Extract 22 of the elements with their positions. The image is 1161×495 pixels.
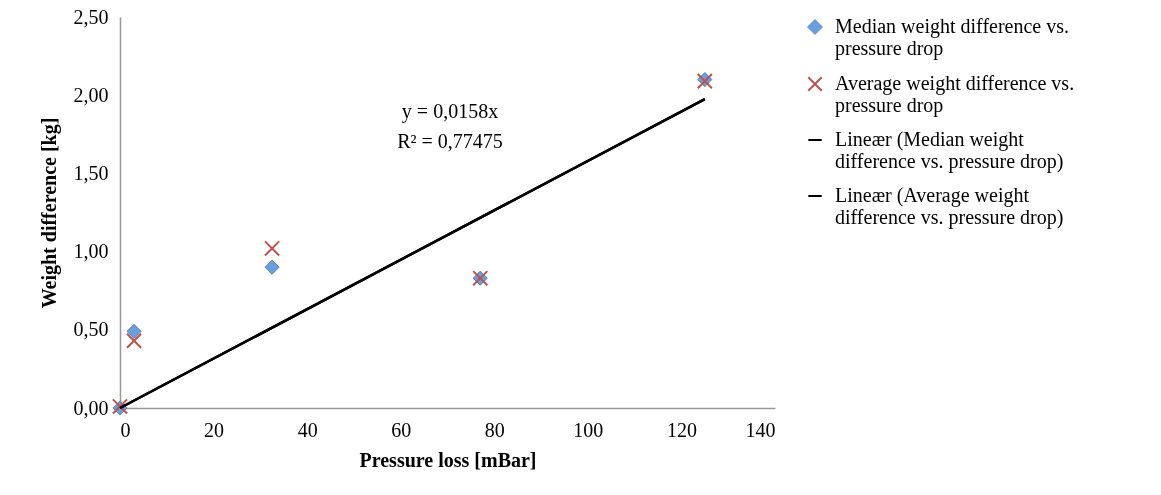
y-tick-label: 2,50 (73, 5, 109, 28)
y-tick-label: 1,50 (73, 161, 109, 184)
x-tick-label: 80 (484, 418, 505, 441)
legend-label: Lineær (Median weight difference vs. pressure drop) (835, 128, 1064, 173)
x-tick-label: 0 (120, 418, 131, 441)
y-tick-label: 2,00 (73, 83, 109, 106)
y-tick-label: 1,00 (73, 240, 109, 263)
legend-label: Median weight difference vs. pressure drop (835, 15, 1069, 60)
x-axis-title: Pressure loss [mBar] (359, 448, 537, 471)
legend-label: Lineær (Average weight difference vs. pressure drop) (835, 184, 1064, 229)
x-tick-label: 120 (666, 418, 697, 441)
y-tick-label: 0,00 (73, 396, 109, 419)
x-tick-label: 60 (391, 418, 412, 441)
annotation: y = 0,0158x (401, 100, 499, 123)
annotation: R² = 0,77475 (397, 130, 503, 152)
y-axis-title: Weight difference [kg] (37, 117, 61, 309)
x-tick-label: 140 (745, 418, 776, 441)
x-tick-label: 100 (573, 418, 604, 441)
legend-label: Average weight difference vs. pressure drop (835, 72, 1075, 117)
x-tick-label: 40 (297, 418, 318, 441)
y-tick-label: 0,50 (73, 318, 109, 341)
x-tick-label: 20 (204, 418, 225, 441)
